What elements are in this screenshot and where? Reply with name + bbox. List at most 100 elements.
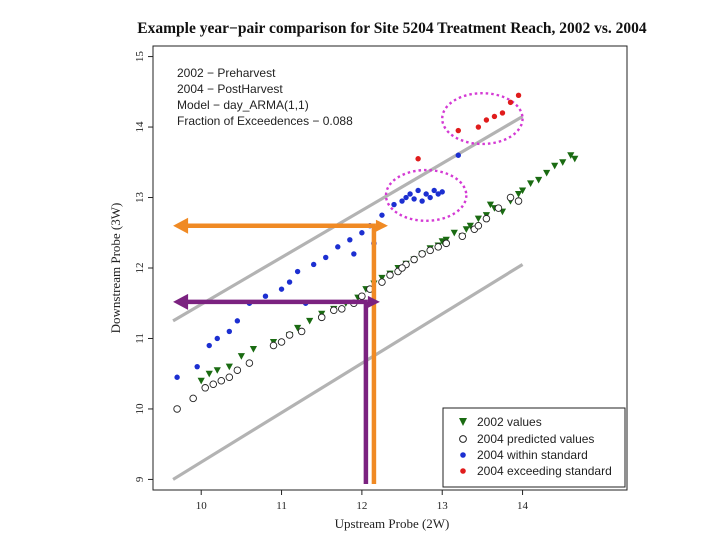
x-tick-label: 13 xyxy=(437,500,449,512)
point-2004-predicted xyxy=(378,278,386,286)
guide-arrows xyxy=(173,217,388,484)
point-2002 xyxy=(466,222,474,230)
point-2004-predicted xyxy=(410,255,418,264)
point-2004-predicted xyxy=(386,271,394,279)
chart-title: Example year−pair comparison for Site 52… xyxy=(137,20,647,37)
point-2004-predicted xyxy=(173,405,181,413)
point-2004-predicted xyxy=(233,366,242,374)
point-2004-predicted xyxy=(514,197,523,205)
y-tick-label: 9 xyxy=(134,476,146,482)
point-2004-within xyxy=(226,328,233,335)
point-2004-within xyxy=(419,198,425,204)
purple-guide-arrow xyxy=(173,293,380,484)
point-2004-exceeding xyxy=(455,127,461,134)
point-2002 xyxy=(474,215,482,223)
highlight-ellipse xyxy=(384,168,468,222)
point-2004-predicted xyxy=(398,264,406,272)
reference-line xyxy=(172,263,524,481)
point-2004-predicted xyxy=(217,377,226,385)
point-2002 xyxy=(225,363,233,371)
y-axis-ticks: 9 10 11 12 13 14 15 xyxy=(134,51,153,482)
reference-lines xyxy=(172,115,524,481)
point-2004-within xyxy=(403,194,409,201)
point-2002 xyxy=(526,180,535,188)
reference-line xyxy=(172,115,524,323)
point-2004-exceeding xyxy=(515,92,522,99)
point-2002 xyxy=(567,152,575,159)
point-2004-within xyxy=(262,293,269,299)
point-2002 xyxy=(571,155,579,163)
point-2002 xyxy=(543,169,551,177)
point-2002 xyxy=(213,367,221,374)
point-2002 xyxy=(450,229,458,237)
point-2002 xyxy=(551,162,559,170)
point-2004-predicted xyxy=(458,232,467,241)
point-2004-within xyxy=(435,191,441,197)
point-2004-predicted xyxy=(285,331,294,339)
point-2004-predicted xyxy=(245,359,254,367)
point-2004-predicted xyxy=(442,239,450,248)
legend-marker-within xyxy=(460,452,466,458)
point-2004-within xyxy=(294,268,301,275)
point-2002 xyxy=(518,187,527,195)
point-2004-within xyxy=(455,152,461,158)
point-2004-predicted xyxy=(330,306,338,315)
point-2004-exceeding xyxy=(507,99,514,106)
point-2002 xyxy=(535,176,543,184)
x-tick-label: 11 xyxy=(276,500,287,512)
point-2004-within xyxy=(407,191,413,197)
point-2002 xyxy=(249,346,258,353)
point-2002 xyxy=(205,370,213,378)
y-tick-label: 12 xyxy=(134,263,146,274)
legend-label-predicted: 2004 predicted values xyxy=(477,432,594,446)
point-2004-within xyxy=(286,279,293,285)
point-2004-within xyxy=(439,189,445,195)
point-2004-predicted xyxy=(277,338,286,346)
point-2004-within xyxy=(323,254,329,261)
point-2002 xyxy=(486,201,495,209)
legend-marker-exceeding xyxy=(460,468,466,474)
point-2002 xyxy=(237,353,245,360)
point-2004-within xyxy=(310,261,317,268)
point-2004-within xyxy=(174,374,180,380)
legend-box xyxy=(442,407,626,488)
data-points xyxy=(173,92,579,413)
guide-arrowhead-left xyxy=(173,293,189,310)
point-2002 xyxy=(462,226,470,233)
point-2004-predicted xyxy=(426,246,434,255)
point-2004-within xyxy=(427,194,433,201)
point-2004-within xyxy=(415,187,421,194)
y-tick-label: 11 xyxy=(134,333,146,344)
x-axis-label: Upstream Probe (2W) xyxy=(335,516,450,531)
point-2002 xyxy=(559,159,567,166)
point-2004-predicted xyxy=(434,243,442,251)
annotation-line-4: Fraction of Exceedences − 0.088 xyxy=(177,114,353,128)
point-2004-exceeding xyxy=(415,156,421,162)
legend-label-exceeding: 2004 exceeding standard xyxy=(477,464,612,478)
annotation-line-2: 2004 − PostHarvest xyxy=(177,82,283,96)
legend: 2002 values 2004 predicted values 2004 w… xyxy=(442,407,626,488)
guide-arrowhead-right xyxy=(375,219,388,232)
point-2004-within xyxy=(335,244,341,250)
x-tick-label: 10 xyxy=(196,500,208,512)
point-2004-within xyxy=(431,187,437,194)
y-tick-label: 10 xyxy=(134,403,146,415)
point-2004-predicted xyxy=(482,214,491,223)
x-tick-label: 12 xyxy=(356,500,367,512)
point-2004-within xyxy=(234,318,241,324)
point-2004-predicted xyxy=(189,394,197,403)
point-2004-predicted xyxy=(474,221,483,230)
point-2004-within xyxy=(278,286,285,292)
legend-marker-2002 xyxy=(459,418,467,426)
guide-arrowhead-left xyxy=(173,217,189,234)
point-2004-within xyxy=(391,201,397,208)
legend-label-2002: 2002 values xyxy=(477,415,542,429)
point-2004-predicted xyxy=(225,373,234,381)
point-2004-predicted xyxy=(209,380,218,389)
point-2004-within xyxy=(351,251,357,257)
point-2002 xyxy=(514,191,523,198)
point-2004-within xyxy=(206,342,212,349)
point-2004-predicted xyxy=(317,313,326,322)
orange-guide-arrow xyxy=(173,217,388,484)
